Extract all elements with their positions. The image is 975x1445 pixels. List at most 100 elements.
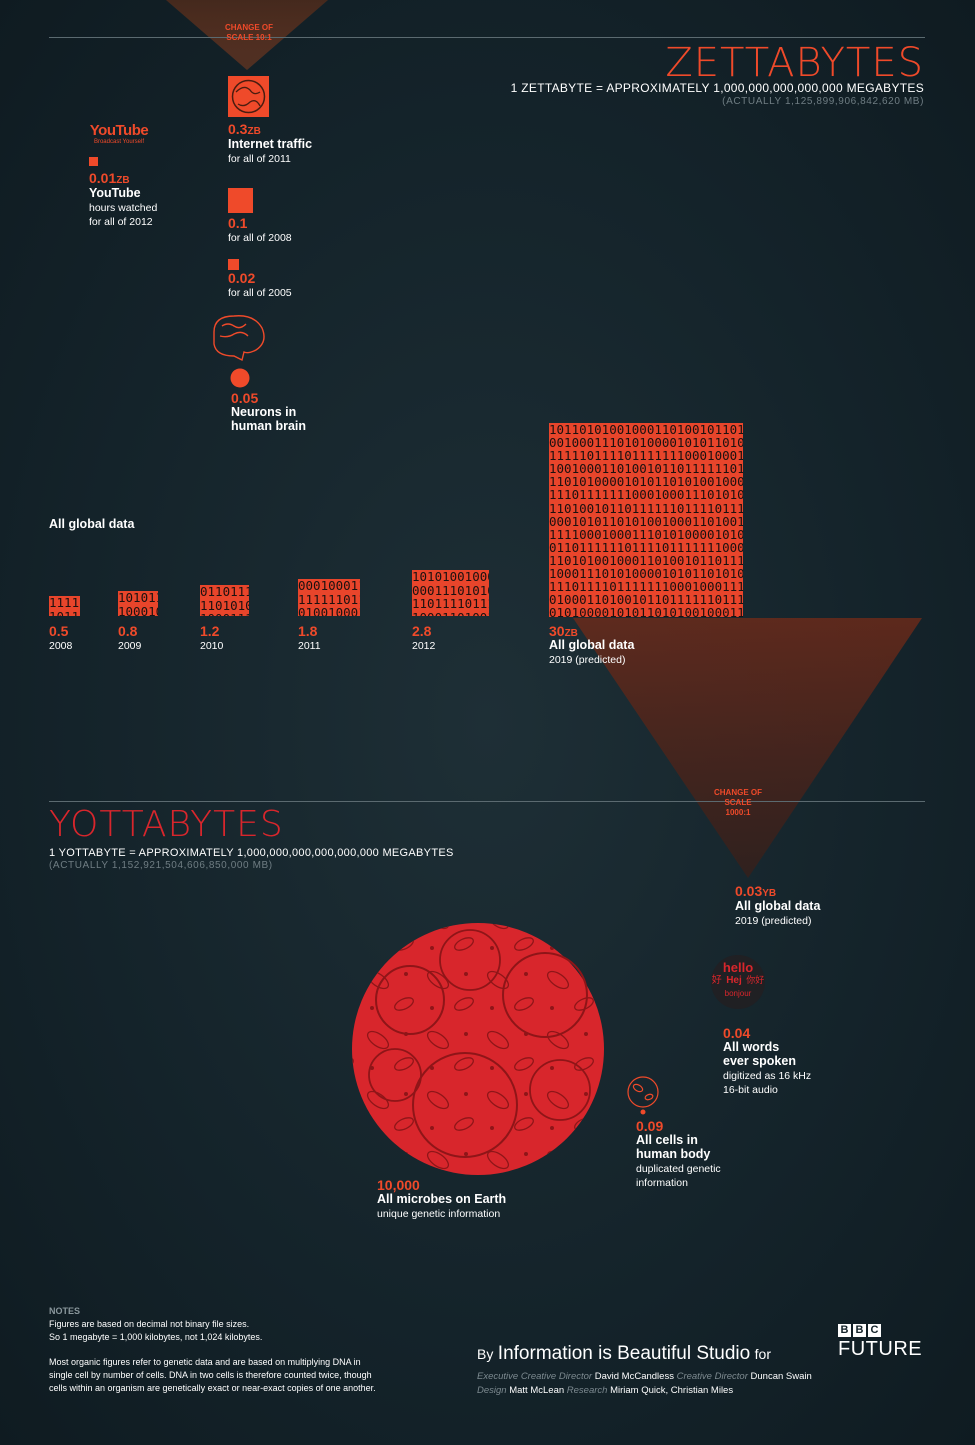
words-label-2: ever spoken: [723, 1054, 796, 1068]
words-value: 0.04: [723, 1025, 751, 1041]
role-research: Research: [566, 1385, 608, 1396]
words-label-1: All words: [723, 1040, 780, 1054]
cells-label-1: All cells in: [636, 1133, 698, 1147]
word-hej: Hej: [726, 975, 742, 986]
global-bar-value-2009: 0.8: [118, 623, 138, 639]
global-bar-value-2012: 2.8: [412, 623, 432, 639]
brain-icon: [213, 315, 265, 362]
internet-2005-square: [228, 259, 239, 270]
yb-global-sub: 2019 (predicted): [735, 915, 812, 927]
notes-heading: NOTES: [49, 1306, 81, 1316]
neurons-label-1: Neurons in: [231, 405, 297, 419]
global-bar-value-2008: 0.5: [49, 623, 69, 639]
global-bar-year-2009: 2009: [118, 640, 142, 652]
role-exec-cd: Executive Creative Director: [477, 1371, 593, 1382]
future-wordmark: FUTURE: [838, 1338, 923, 1360]
bbc-letter-c: C: [868, 1324, 881, 1337]
cells-dot: [640, 1109, 646, 1115]
word-nihao: 你好: [746, 975, 765, 985]
name-exec-cd: David McCandless: [594, 1371, 674, 1382]
yb-global-label: All global data: [735, 899, 821, 913]
global-bar-year-2010: 2010: [200, 640, 224, 652]
name-cd: Duncan Swain: [750, 1371, 812, 1382]
scale-change-bottom: CHANGE OF SCALE 1000:1: [714, 788, 762, 817]
microbes-label: All microbes on Earth: [377, 1192, 507, 1206]
neurons-label-2: human brain: [231, 419, 307, 433]
notes-line-3: Most organic figures refer to genetic da…: [49, 1357, 361, 1367]
youtube-square: [89, 157, 98, 166]
notes-line-1: Figures are based on decimal not binary …: [49, 1319, 250, 1329]
role-design: Design: [477, 1385, 507, 1396]
internet-2005-sub: for all of 2005: [228, 287, 292, 299]
global-bar-2009: 1010110 1000100 0111111: [118, 591, 158, 616]
microbes-circle: [352, 923, 604, 1175]
notes-line-5: cells within an organism are genetically…: [49, 1383, 376, 1393]
internet-label: Internet traffic: [228, 137, 313, 151]
zettabyte-actual: (ACTUALLY 1,125,899,906,842,620 MB): [722, 96, 924, 107]
global-bar-value-2011: 1.8: [298, 623, 318, 639]
cells-label-2: human body: [636, 1147, 711, 1161]
notes: NOTES Figures are based on decimal not b…: [49, 1305, 376, 1395]
global-bar-2012: 101010010001 000111010100 110111101111 1…: [412, 570, 489, 616]
zettabyte-definition: 1 ZETTABYTE = APPROXIMATELY 1,000,000,00…: [510, 81, 924, 95]
global-bar-2008: 111110 101101 011010: [49, 596, 80, 616]
top-rule: [49, 37, 925, 38]
youtube-logo: YouTube Broadcast Yourself: [86, 122, 152, 145]
words-sub-2: 16-bit audio: [723, 1084, 778, 1096]
credit-line: By Information is Beautiful Studio for: [477, 1343, 771, 1365]
global-bar-year-2008: 2008: [49, 640, 73, 652]
global-bar-2011: 0001000111 1111110111 0100100011 1110101…: [298, 579, 360, 616]
notes-line-4: single cell by number of cells. DNA in t…: [49, 1370, 372, 1380]
internet-value: 0.3ZB: [228, 121, 261, 137]
scale-change-top: CHANGE OF SCALE 10:1: [225, 23, 273, 42]
yottabyte-definition: 1 YOTTABYTE = APPROXIMATELY 1,000,000,00…: [49, 847, 454, 859]
internet-2008-value: 0.1: [228, 215, 248, 231]
words-cloud-icon: [711, 955, 765, 1009]
scale-funnel-bottom: [573, 618, 922, 878]
words-cloud: hello 好 Hej 你好 bonjour: [708, 960, 768, 1004]
middle-rule: [49, 801, 925, 802]
global-bar-year-2011: 2011: [298, 640, 321, 652]
globe-icon: [228, 76, 269, 117]
cells-sub-2: information: [636, 1177, 688, 1189]
global-data-heading: All global data: [49, 517, 135, 531]
yottabyte-actual: (ACTUALLY 1,152,921,504,606,850,000 MB): [49, 860, 273, 871]
yb-global-value: 0.03YB: [735, 883, 777, 899]
internet-2008-sub: for all of 2008: [228, 232, 292, 244]
cells-sub-1: duplicated genetic: [636, 1163, 721, 1175]
scale-funnel-top: [166, 0, 328, 70]
credits-row-2: Design Matt McLean Research Miriam Quick…: [477, 1385, 733, 1396]
name-design: Matt McLean: [509, 1385, 565, 1396]
credit-for: for: [754, 1346, 772, 1362]
neurons-value: 0.05: [231, 390, 259, 406]
word-hao: 好: [711, 975, 722, 986]
internet-sub: for all of 2011: [228, 153, 291, 165]
global-bar-2010: 01101111 11010100 10001110 11101111: [200, 585, 249, 616]
bbc-future-logo: B B C FUTURE: [838, 1324, 922, 1361]
cells-value: 0.09: [636, 1118, 664, 1134]
youtube-label: YouTube: [89, 186, 141, 200]
global-bar-value-2010: 1.2: [200, 623, 220, 639]
youtube-logo-tagline: Broadcast Yourself: [93, 139, 145, 145]
zettabytes-title: ZETTABYTES: [665, 40, 924, 86]
youtube-logo-text: YouTube: [89, 122, 149, 139]
global-2019-sub: 2019 (predicted): [549, 654, 626, 666]
global-bar-year-2012: 2012: [412, 640, 436, 652]
cell-icon: [627, 1076, 659, 1108]
name-research: Miriam Quick, Christian Miles: [610, 1385, 734, 1396]
microbes-sub: unique genetic information: [377, 1208, 501, 1220]
global-2019-label: All global data: [549, 638, 635, 652]
word-hello: hello: [722, 960, 754, 975]
words-sub-1: digitized as 16 kHz: [723, 1070, 812, 1082]
notes-line-2: So 1 megabyte = 1,000 kilobytes, not 1,0…: [49, 1332, 263, 1342]
neurons-circle: [230, 368, 250, 388]
bbc-blocks: B B C: [838, 1324, 922, 1337]
role-cd: Creative Director: [676, 1371, 748, 1382]
yottabytes-title: YOTTABYTES: [49, 804, 284, 845]
youtube-sub2: for all of 2012: [89, 216, 153, 228]
internet-2008-square: [228, 188, 253, 213]
global-2019-value: 30ZB: [549, 623, 578, 639]
credit-studio: Information is Beautiful Studio: [497, 1343, 751, 1364]
credits-row-1: Executive Creative Director David McCand…: [477, 1371, 812, 1382]
